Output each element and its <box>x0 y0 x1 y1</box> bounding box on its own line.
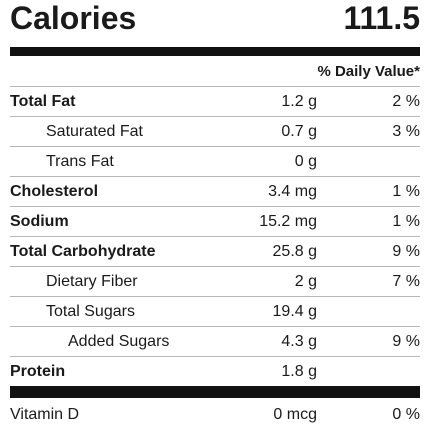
nutrient-amount: 19.4 g <box>272 303 317 320</box>
calories-row: Calories 111.5 <box>10 0 420 42</box>
calories-label: Calories <box>10 0 137 36</box>
nutrient-daily-value: 2 % <box>392 93 420 110</box>
nutrient-name: Total Sugars <box>46 303 135 320</box>
vitamin-row-vitamin-d: Vitamin D 0 mcg 0 % <box>10 400 420 430</box>
nutrient-daily-value: 3 % <box>392 123 420 140</box>
nutrient-name: Dietary Fiber <box>46 273 138 290</box>
nutrient-name: Trans Fat <box>46 153 114 170</box>
nutrient-row-dietary-fiber: Dietary Fiber 2 g 7 % <box>10 266 420 296</box>
nutrient-name: Protein <box>10 363 66 380</box>
nutrient-daily-value: 1 % <box>392 183 420 200</box>
nutrient-name: Added Sugars <box>68 333 170 350</box>
nutrient-amount: 3.4 mg <box>268 183 317 200</box>
nutrient-row-total-fat: Total Fat 1.2 g 2 % <box>10 86 420 116</box>
nutrient-row-total-sugars: Total Sugars 19.4 g <box>10 296 420 326</box>
nutrient-name: Cholesterol <box>10 183 99 200</box>
nutrient-daily-value: 1 % <box>392 213 420 230</box>
nutrient-amount: 0 g <box>294 153 317 170</box>
nutrient-amount: 0.7 g <box>281 123 317 140</box>
nutrient-amount: 25.8 g <box>272 243 317 260</box>
nutrient-amount: 15.2 mg <box>259 213 317 230</box>
calories-divider <box>10 47 420 56</box>
nutrient-daily-value: 9 % <box>392 243 420 260</box>
nutrient-row-cholesterol: Cholesterol 3.4 mg 1 % <box>10 176 420 206</box>
nutrient-name: Saturated Fat <box>46 123 143 140</box>
nutrition-facts-label: Calories 111.5 % Daily Value* Total Fat … <box>10 0 420 430</box>
nutrient-daily-value: 9 % <box>392 333 420 350</box>
vitamin-name: Vitamin D <box>10 406 80 423</box>
nutrient-amount: 1.2 g <box>281 93 317 110</box>
nutrient-amount: 2 g <box>294 273 317 290</box>
vitamin-amount: 0 mcg <box>273 406 317 423</box>
nutrient-row-protein: Protein 1.8 g <box>10 356 420 386</box>
nutrient-row-added-sugars: Added Sugars 4.3 g 9 % <box>10 326 420 356</box>
nutrient-amount: 4.3 g <box>281 333 317 350</box>
vitamin-daily-value: 0 % <box>392 406 420 423</box>
calories-value: 111.5 <box>343 0 420 36</box>
nutrient-amount: 1.8 g <box>281 363 317 380</box>
daily-value-header: % Daily Value* <box>317 63 420 80</box>
nutrient-row-trans-fat: Trans Fat 0 g <box>10 146 420 176</box>
daily-value-header-row: % Daily Value* <box>10 60 420 84</box>
nutrient-name: Sodium <box>10 213 69 230</box>
nutrient-daily-value: 7 % <box>392 273 420 290</box>
nutrient-name: Total Carbohydrate <box>10 243 156 260</box>
nutrient-row-total-carbohydrate: Total Carbohydrate 25.8 g 9 % <box>10 236 420 266</box>
nutrient-row-saturated-fat: Saturated Fat 0.7 g 3 % <box>10 116 420 146</box>
nutrient-name: Total Fat <box>10 93 76 110</box>
vitamins-divider <box>10 386 420 398</box>
nutrient-row-sodium: Sodium 15.2 mg 1 % <box>10 206 420 236</box>
